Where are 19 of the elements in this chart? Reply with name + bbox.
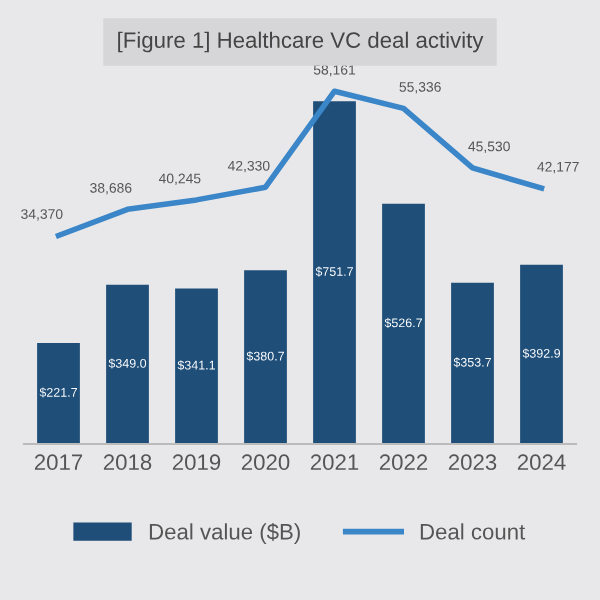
x-tick-label: 2019 [172,454,221,471]
x-tick-label: 2021 [310,454,359,471]
x-tick-label: 2022 [379,454,428,471]
bar [175,288,218,444]
bar [313,101,356,444]
chart-title: [Figure 1] Healthcare VC deal activity [118,31,484,53]
bar [451,282,494,444]
x-tick-label: 2017 [34,454,83,471]
bar [106,284,149,444]
bar [520,264,563,444]
bar [382,203,425,444]
x-tick-label: 2018 [103,454,152,471]
x-tick-label: 2023 [448,454,497,471]
bar [244,270,287,444]
x-tick-label: 2024 [517,454,566,471]
legend-label: Deal value ($B) [149,522,300,544]
legend-label: Deal count [420,523,526,540]
bar [37,342,80,444]
x-tick-label: 2020 [241,454,290,471]
